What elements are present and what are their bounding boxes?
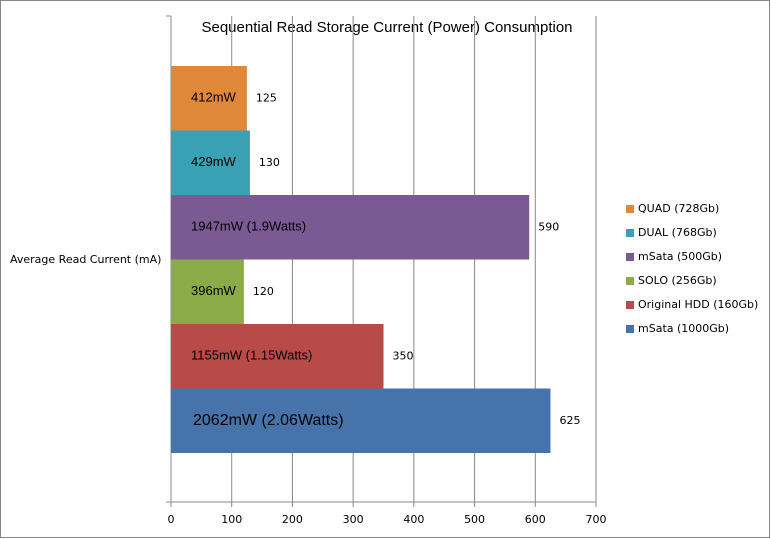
x-tick-label: 300 [343,513,364,526]
legend-swatch [626,205,634,213]
bar [171,66,247,131]
bar [171,388,551,453]
value-label: 130 [259,156,280,169]
legend-label: Original HDD (160Gb) [638,298,758,311]
x-tick-label: 0 [168,513,175,526]
value-label: 625 [559,414,580,427]
bar [171,324,384,389]
legend-label: DUAL (768Gb) [638,226,717,239]
bar-annotation: 2062mW (2.06Watts) [193,412,344,429]
bar [171,130,250,195]
bar-annotation: 429mW [191,154,237,169]
value-label: 590 [538,220,559,233]
chart-title: Sequential Read Storage Current (Power) … [201,19,572,36]
bar [171,195,530,260]
x-tick-label: 500 [464,513,485,526]
legend-swatch [626,301,634,309]
x-tick-label: 600 [525,513,546,526]
legend-label: QUAD (728Gb) [638,202,719,215]
legend-label: SOLO (256Gb) [638,274,717,287]
legend-swatch [626,325,634,333]
bar-annotation: 1947mW (1.9Watts) [191,219,306,234]
legend-swatch [626,229,634,237]
legend-label: mSata (500Gb) [638,250,722,263]
value-label: 125 [256,91,277,104]
x-tick-label: 700 [586,513,607,526]
bar [171,259,244,324]
x-tick-label: 200 [282,513,303,526]
bar-annotation: 412mW [191,90,237,105]
bar-annotation: 396mW [191,283,237,298]
legend-label: mSata (1000Gb) [638,322,729,335]
value-label: 120 [253,285,274,298]
bar-annotation: 1155mW (1.15Watts) [191,348,312,363]
y-category-label: Average Read Current (mA) [10,253,161,266]
x-tick-label: 400 [403,513,424,526]
legend-swatch [626,253,634,261]
x-tick-label: 100 [221,513,242,526]
legend-swatch [626,277,634,285]
value-label: 350 [393,349,414,362]
